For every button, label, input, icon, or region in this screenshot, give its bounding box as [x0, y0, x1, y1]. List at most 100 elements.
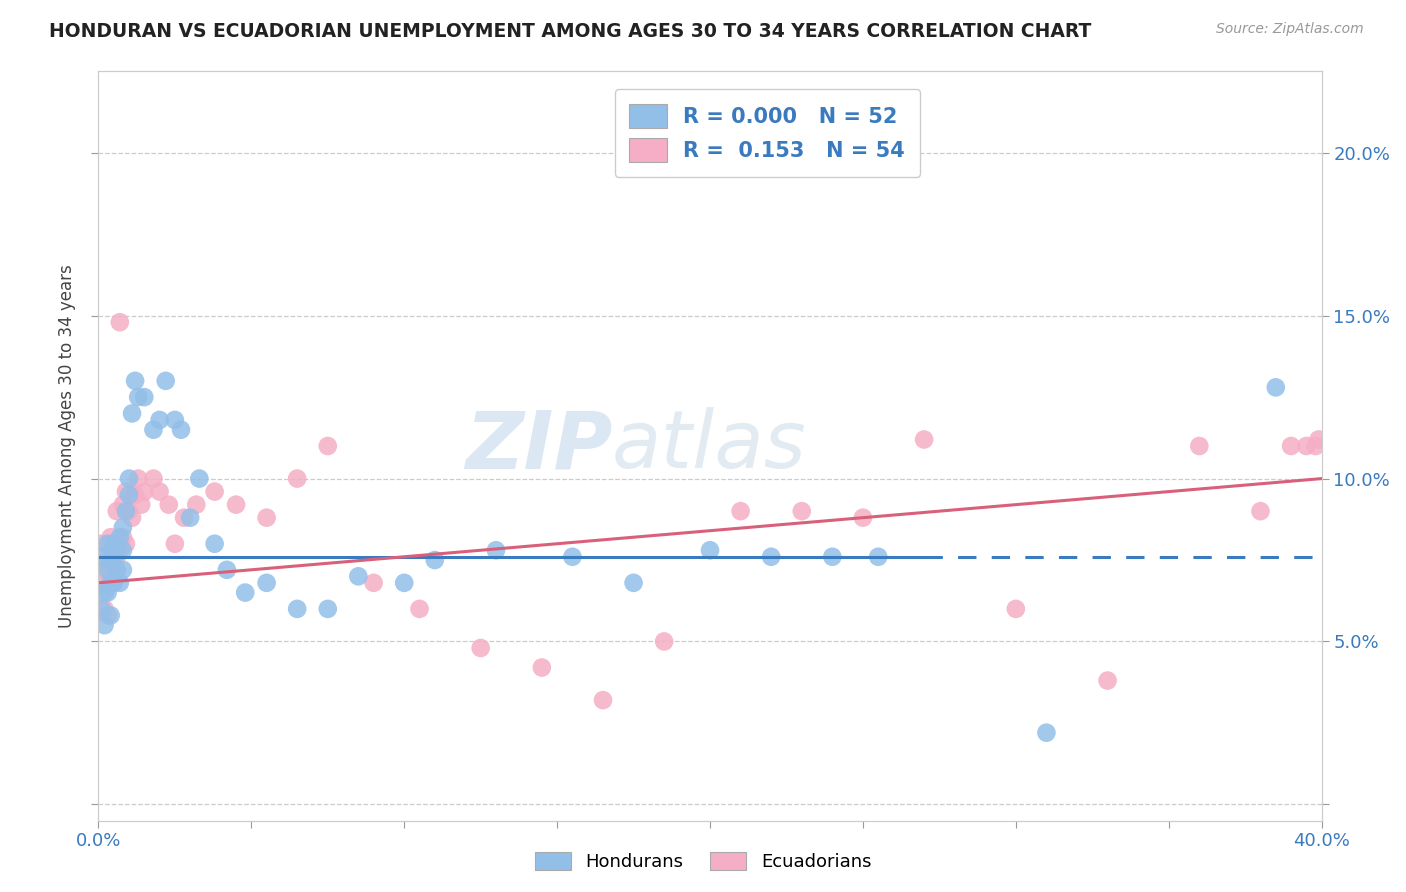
Point: [285, 472, 308, 486]
Point: [111, 563, 134, 577]
Point: [118, 504, 141, 518]
Point: [118, 488, 141, 502]
Point: [561, 549, 583, 564]
Point: [316, 439, 339, 453]
Point: [90, 602, 112, 616]
Point: [149, 413, 172, 427]
Point: [204, 537, 226, 551]
Point: [852, 510, 875, 524]
Point: [97, 537, 120, 551]
Point: [225, 498, 247, 512]
Point: [347, 569, 370, 583]
Point: [1188, 439, 1211, 453]
Point: [103, 537, 125, 551]
Point: [93, 585, 115, 599]
Point: [1035, 725, 1057, 739]
Point: [127, 390, 149, 404]
Point: [93, 618, 115, 632]
Point: [97, 575, 120, 590]
Point: [105, 563, 128, 577]
Point: [821, 549, 844, 564]
Point: [93, 602, 115, 616]
Point: [100, 575, 122, 590]
Point: [186, 498, 208, 512]
Point: [103, 575, 125, 590]
Point: [103, 549, 125, 564]
Point: [100, 530, 122, 544]
Point: [97, 563, 120, 577]
Point: [204, 484, 226, 499]
Point: [423, 553, 446, 567]
Point: [105, 549, 128, 564]
Point: [1249, 504, 1271, 518]
Point: [100, 563, 122, 577]
Point: [93, 563, 115, 577]
Point: [1279, 439, 1302, 453]
Point: [256, 575, 278, 590]
Point: [103, 575, 125, 590]
Point: [392, 575, 416, 590]
Point: [115, 537, 138, 551]
Point: [912, 433, 935, 447]
Point: [97, 608, 120, 623]
Point: [142, 423, 165, 437]
Point: [316, 602, 339, 616]
Point: [163, 537, 186, 551]
Point: [105, 504, 128, 518]
Legend: R = 0.000   N = 52, R =  0.153   N = 54: R = 0.000 N = 52, R = 0.153 N = 54: [614, 89, 920, 177]
Point: [155, 374, 177, 388]
Point: [652, 634, 675, 648]
Point: [170, 423, 193, 437]
Point: [142, 472, 165, 486]
Point: [108, 543, 131, 558]
Point: [790, 504, 813, 518]
Text: Source: ZipAtlas.com: Source: ZipAtlas.com: [1216, 22, 1364, 37]
Point: [111, 530, 134, 544]
Point: [97, 585, 120, 599]
Point: [759, 549, 782, 564]
Point: [163, 413, 186, 427]
Point: [121, 510, 143, 524]
Text: atlas: atlas: [612, 407, 807, 485]
Point: [100, 553, 122, 567]
Text: HONDURAN VS ECUADORIAN UNEMPLOYMENT AMONG AGES 30 TO 34 YEARS CORRELATION CHART: HONDURAN VS ECUADORIAN UNEMPLOYMENT AMON…: [49, 22, 1091, 41]
Point: [530, 660, 553, 674]
Point: [108, 315, 131, 329]
Legend: Hondurans, Ecuadorians: Hondurans, Ecuadorians: [527, 845, 879, 879]
Point: [129, 498, 152, 512]
Point: [470, 640, 492, 655]
Point: [105, 543, 128, 558]
Point: [1295, 439, 1317, 453]
Point: [118, 472, 141, 486]
Point: [115, 504, 138, 518]
Point: [215, 563, 238, 577]
Point: [127, 472, 149, 486]
Point: [108, 530, 131, 544]
Point: [115, 484, 138, 499]
Point: [408, 602, 430, 616]
Point: [124, 374, 146, 388]
Point: [256, 510, 278, 524]
Point: [173, 510, 195, 524]
Point: [592, 693, 614, 707]
Text: ZIP: ZIP: [465, 407, 612, 485]
Point: [868, 549, 890, 564]
Point: [188, 472, 211, 486]
Point: [623, 575, 645, 590]
Point: [111, 498, 134, 512]
Point: [179, 510, 201, 524]
Point: [90, 549, 112, 564]
Point: [1305, 439, 1327, 453]
Point: [1004, 602, 1026, 616]
Point: [363, 575, 385, 590]
Point: [134, 484, 156, 499]
Y-axis label: Unemployment Among Ages 30 to 34 years: Unemployment Among Ages 30 to 34 years: [58, 264, 76, 628]
Point: [124, 488, 146, 502]
Point: [233, 585, 256, 599]
Point: [111, 520, 134, 534]
Point: [103, 537, 125, 551]
Point: [485, 543, 508, 558]
Point: [1264, 380, 1286, 394]
Point: [149, 484, 172, 499]
Point: [90, 575, 112, 590]
